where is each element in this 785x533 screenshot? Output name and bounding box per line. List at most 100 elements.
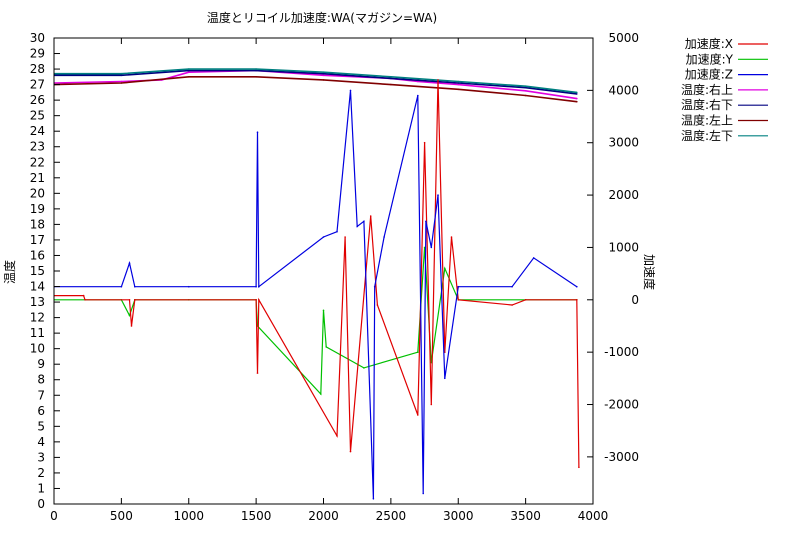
series-point-2 xyxy=(255,285,257,288)
y-tick-label: 1 xyxy=(37,481,45,495)
series-point-2 xyxy=(188,285,190,288)
series-point-4 xyxy=(576,93,578,95)
x-tick-label: 2000 xyxy=(308,509,339,523)
y-tick-label: 14 xyxy=(30,280,45,294)
x-tick-label: 3000 xyxy=(443,509,474,523)
series-point-3 xyxy=(120,80,123,83)
series-point-2 xyxy=(372,498,375,500)
y-tick-label: 25 xyxy=(30,109,45,123)
series-point-0 xyxy=(82,294,85,297)
series-point-5 xyxy=(188,76,190,78)
y-tick-label: 12 xyxy=(30,311,45,325)
legend-label: 温度:左下 xyxy=(681,128,733,143)
series-point-2 xyxy=(430,246,433,249)
y2-tick-label: -3000 xyxy=(604,450,639,464)
series-point-5 xyxy=(120,82,123,84)
y-tick-label: 15 xyxy=(30,264,45,278)
series-point-2 xyxy=(576,285,578,288)
series-point-2 xyxy=(336,230,338,233)
series-point-3 xyxy=(524,90,527,92)
y-tick-label: 10 xyxy=(30,342,45,356)
series-point-2 xyxy=(258,285,260,288)
series-point-4 xyxy=(390,77,392,80)
series-point-0 xyxy=(349,450,352,453)
legend-label: 温度:右上 xyxy=(681,82,733,97)
y-axis-right: -3000 -2000 -1000 0 1000 2000 3000 4000 5000 xyxy=(587,31,639,464)
x-tick-label: 1500 xyxy=(241,509,272,523)
y2-tick-label: 3000 xyxy=(608,136,639,150)
series-point-2 xyxy=(373,285,376,288)
y-tick-label: 21 xyxy=(30,171,45,185)
y-tick-label: 16 xyxy=(30,248,45,262)
series-point-0 xyxy=(134,299,136,301)
y-tick-label: 11 xyxy=(30,326,45,340)
series-point-2 xyxy=(532,257,535,259)
y-tick-label: 7 xyxy=(37,388,45,402)
series-point-0 xyxy=(130,325,133,327)
y-axis-left: 0123456789101112131415161718192021222324… xyxy=(30,31,60,511)
series-point-6 xyxy=(255,68,257,70)
series-point-1 xyxy=(423,246,426,249)
y2-axis-label: 加速度 xyxy=(642,254,657,290)
y-axis-label: 温度 xyxy=(2,260,17,284)
y-tick-label: 29 xyxy=(30,47,45,61)
series-point-0 xyxy=(336,435,338,437)
series-point-0 xyxy=(511,304,513,306)
series-point-0 xyxy=(578,466,580,469)
series-point-3 xyxy=(188,71,190,73)
y-tick-label: 26 xyxy=(30,93,45,107)
y-tick-label: 5 xyxy=(37,419,45,433)
y2-tick-label: 1000 xyxy=(608,240,639,254)
series-point-6 xyxy=(457,80,460,83)
series-point-0 xyxy=(256,372,259,374)
x-axis: 0 500 1000 1500 2000 2500 3000 3500 4000 xyxy=(50,38,608,523)
y-tick-label: 20 xyxy=(30,186,45,200)
plot-frame xyxy=(53,37,594,505)
series-point-1 xyxy=(444,267,446,270)
x-tick-label: 500 xyxy=(110,509,133,523)
series-point-0 xyxy=(437,79,439,81)
series-point-2 xyxy=(422,492,425,495)
y2-tick-label: 0 xyxy=(631,293,639,307)
y-tick-label: 8 xyxy=(37,373,45,387)
y-tick-label: 17 xyxy=(30,233,45,247)
series-point-0 xyxy=(524,299,527,301)
x-tick-label: 4000 xyxy=(578,509,609,523)
x-tick-label: 0 xyxy=(50,509,58,523)
y-tick-label: 30 xyxy=(30,31,45,45)
y-tick-label: 19 xyxy=(30,202,45,216)
series-point-1 xyxy=(320,393,322,395)
series-point-0 xyxy=(128,299,131,301)
y-tick-label: 28 xyxy=(30,62,45,76)
y2-tick-label: 2000 xyxy=(608,188,639,202)
series-point-3 xyxy=(417,80,419,83)
legend-label: 加速度:Y xyxy=(686,51,734,66)
series-layer xyxy=(54,68,580,500)
series-point-0 xyxy=(423,141,426,144)
series-point-0 xyxy=(457,299,460,301)
series-point-0 xyxy=(255,299,257,301)
legend-label: 温度:左上 xyxy=(681,113,733,128)
y-tick-label: 27 xyxy=(30,78,45,92)
series-point-6 xyxy=(120,72,123,75)
series-point-2 xyxy=(363,220,365,223)
series-point-5 xyxy=(576,100,578,103)
series-point-2 xyxy=(322,236,325,238)
x-tick-label: 3500 xyxy=(510,509,541,523)
series-point-0 xyxy=(84,299,86,301)
y2-tick-label: 5000 xyxy=(608,31,639,45)
x-tick-label: 1000 xyxy=(173,509,204,523)
series-point-0 xyxy=(430,403,433,406)
series-point-2 xyxy=(425,220,427,223)
chart-title: 温度とリコイル加速度:WA(マガジン=WA) xyxy=(207,10,437,25)
x-tick-label: 2500 xyxy=(376,509,407,523)
series-point-0 xyxy=(576,299,578,301)
series-point-2 xyxy=(457,285,460,288)
series-point-0 xyxy=(369,215,372,217)
series-point-3 xyxy=(322,74,325,77)
series-point-6 xyxy=(390,76,392,78)
y-tick-label: 24 xyxy=(30,124,45,138)
y2-tick-label: -1000 xyxy=(604,345,639,359)
series-point-2 xyxy=(356,225,359,228)
